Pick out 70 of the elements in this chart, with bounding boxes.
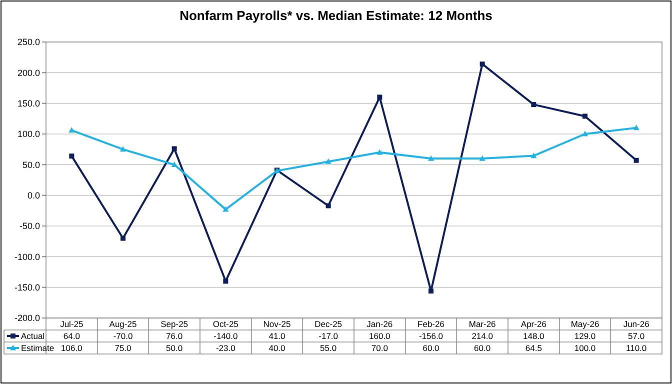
data-label: 76.0 — [166, 330, 183, 341]
y-tick-label: -150.0 — [14, 282, 40, 292]
point — [531, 102, 536, 108]
point — [172, 146, 177, 152]
point — [326, 203, 331, 208]
data-label: -156.0 — [418, 330, 444, 341]
x-tick-label: Oct-25 — [212, 318, 239, 329]
legend-label: Estimate — [21, 342, 54, 353]
point — [69, 154, 74, 159]
x-tick-label: Mar-26 — [468, 318, 496, 329]
point — [376, 149, 383, 155]
x-tick-label: Sep-25 — [160, 318, 188, 329]
point — [428, 288, 434, 294]
x-tick-label: Apr-26 — [520, 318, 547, 329]
legend-label: Actual — [21, 330, 45, 341]
y-tick-label: 50.0 — [22, 160, 40, 170]
data-label: 214.0 — [472, 330, 494, 341]
point — [480, 62, 485, 67]
data-label: -70.0 — [113, 330, 133, 341]
x-tick-label: Jul-25 — [60, 318, 84, 329]
point — [633, 124, 640, 130]
x-tick-label: Dec-25 — [314, 318, 342, 329]
y-tick-label: 150.0 — [17, 98, 40, 108]
data-label: 64.5 — [525, 342, 542, 353]
x-tick-label: Nov-25 — [263, 318, 291, 329]
data-label: -23.0 — [216, 342, 236, 353]
data-label: 100.0 — [574, 342, 596, 353]
data-label: 160.0 — [369, 330, 391, 341]
data-label: 70.0 — [371, 342, 388, 353]
y-tick-label: 0.0 — [27, 190, 40, 200]
y-tick-label: 250.0 — [17, 37, 40, 48]
data-label: 50.0 — [166, 342, 183, 353]
point — [120, 146, 126, 152]
data-label: 75.0 — [114, 342, 132, 353]
x-tick-label: Feb-26 — [418, 318, 445, 329]
y-tick-label: -100.0 — [14, 252, 40, 262]
data-label: 60.0 — [422, 342, 440, 353]
data-label: 57.0 — [628, 330, 645, 341]
point — [582, 130, 588, 136]
data-label: 41.0 — [268, 330, 286, 341]
data-label: 110.0 — [626, 342, 647, 353]
point — [377, 94, 382, 100]
data-label: 60.0 — [474, 342, 491, 353]
point — [634, 158, 639, 163]
data-label: 40.0 — [268, 342, 286, 353]
data-label: 64.0 — [63, 330, 80, 341]
y-tick-label: -200.0 — [14, 313, 40, 324]
chart-title: Nonfarm Payrolls* vs. Median Estimate: 12 Months — [180, 8, 492, 23]
x-tick-label: May-26 — [570, 318, 600, 329]
data-label: 129.0 — [574, 330, 596, 341]
point — [530, 152, 537, 158]
data-label: -17.0 — [318, 330, 338, 341]
point — [223, 278, 228, 284]
x-tick-label: Jan-26 — [366, 318, 393, 329]
y-tick-label: 200.0 — [17, 68, 40, 78]
point — [222, 206, 229, 212]
point — [120, 236, 126, 241]
point — [428, 155, 434, 161]
point — [582, 114, 588, 119]
y-tick-label: 100.0 — [17, 129, 40, 140]
point — [479, 155, 486, 161]
x-tick-label: Jun-26 — [623, 318, 650, 329]
y-tick-label: -50.0 — [19, 221, 40, 232]
point — [325, 158, 332, 164]
data-label: 55.0 — [320, 342, 337, 353]
x-tick-label: Aug-25 — [109, 318, 137, 329]
data-label: 148.0 — [523, 330, 545, 341]
data-label: -140.0 — [214, 330, 238, 341]
data-label: 106.0 — [61, 342, 83, 353]
point — [68, 127, 75, 133]
